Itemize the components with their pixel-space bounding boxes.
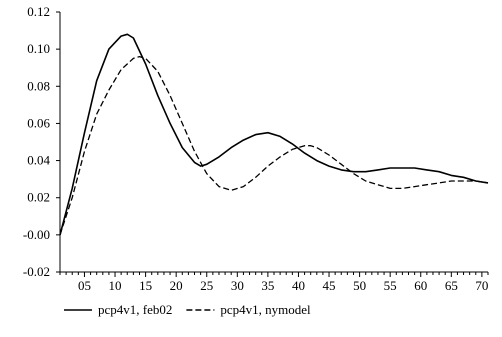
x-tick-label: 65	[445, 278, 458, 293]
x-tick-label: 30	[231, 278, 244, 293]
series-lines	[59, 33, 489, 236]
x-tick-label: 35	[261, 278, 274, 293]
x-tick-label: 25	[200, 278, 213, 293]
y-tick-label: -0.02	[23, 264, 50, 279]
y-ticks: -0.02 -0.00 0.02 0.04 0.06 0.08 0.10 0.12	[23, 4, 60, 279]
axes	[59, 12, 488, 273]
x-tick-label: 50	[353, 278, 366, 293]
series-line-1	[59, 33, 489, 236]
x-tick-label: 45	[323, 278, 336, 293]
legend-label-2: pcp4v1, nymodel	[220, 302, 311, 317]
x-tick-label: 10	[109, 278, 122, 293]
y-tick-label: 0.12	[27, 4, 50, 19]
x-tick-label: 55	[384, 278, 397, 293]
y-tick-label: 0.08	[27, 78, 50, 93]
x-tick-label: 40	[292, 278, 305, 293]
y-tick-label: 0.04	[27, 153, 50, 168]
x-tick-label: 15	[139, 278, 152, 293]
x-tick-label: 20	[170, 278, 183, 293]
legend: pcp4v1, feb02 pcp4v1, nymodel	[64, 302, 311, 317]
y-tick-label: -0.00	[23, 227, 50, 242]
y-tick-label: 0.10	[27, 41, 50, 56]
x-tick-label: 70	[475, 278, 488, 293]
series-line-2	[59, 55, 489, 236]
legend-label-1: pcp4v1, feb02	[98, 302, 172, 317]
x-tick-label: 05	[78, 278, 91, 293]
y-tick-label: 0.06	[27, 115, 50, 130]
x-ticks: 05 10 15 20 25 30 35 40 45 50 55 60 65 70	[59, 272, 489, 293]
y-tick-label: 0.02	[27, 190, 50, 205]
x-tick-label: 60	[414, 278, 427, 293]
